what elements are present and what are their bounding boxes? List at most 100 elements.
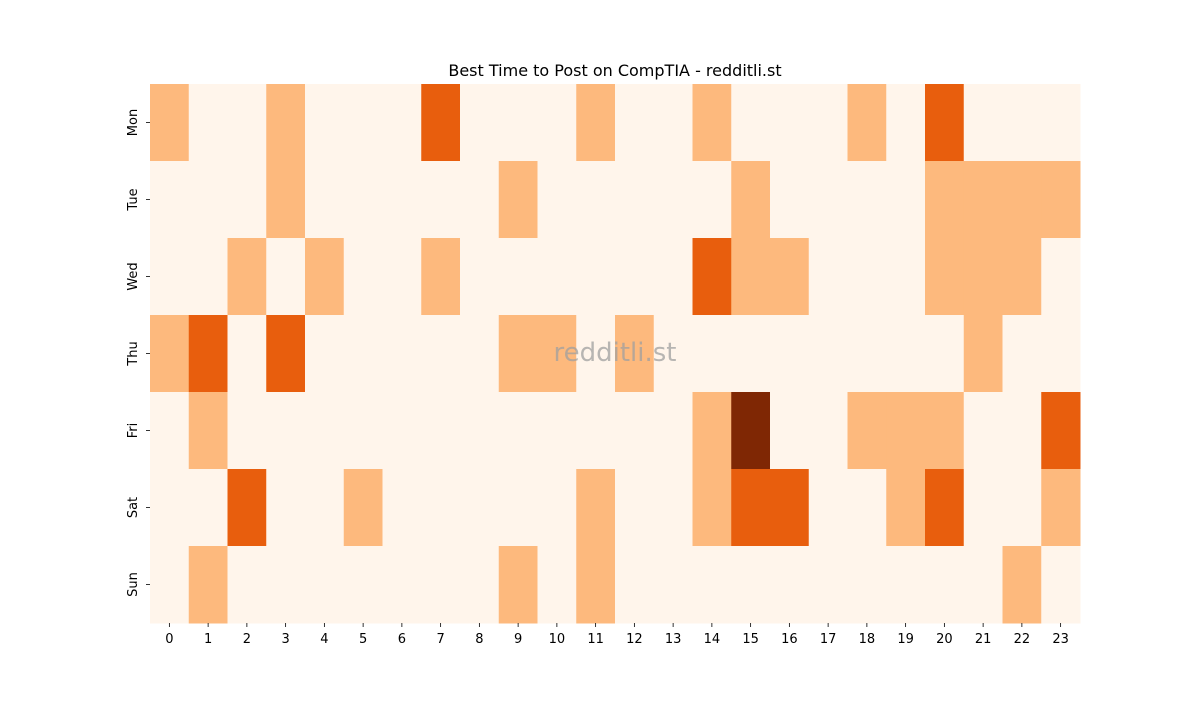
heatmap-cell-wed-16 bbox=[770, 238, 810, 316]
y-tick-label-wed: Wed bbox=[126, 262, 141, 290]
heatmap-cell-wed-23 bbox=[1041, 238, 1081, 316]
x-tick-label-5: 5 bbox=[359, 632, 367, 647]
heatmap-cell-sat-7 bbox=[421, 469, 461, 547]
heatmap-cell-tue-5 bbox=[343, 161, 383, 239]
heatmap-cell-sat-8 bbox=[460, 469, 500, 547]
x-tick-label-7: 7 bbox=[436, 632, 444, 647]
heatmap-cell-thu-16 bbox=[770, 315, 810, 393]
heatmap-cell-tue-14 bbox=[692, 161, 732, 239]
heatmap-cell-sat-2 bbox=[227, 469, 267, 547]
x-tick-label-16: 16 bbox=[781, 632, 798, 647]
x-tick-label-4: 4 bbox=[320, 632, 328, 647]
heatmap-cell-thu-17 bbox=[808, 315, 848, 393]
heatmap-cell-fri-8 bbox=[460, 392, 500, 470]
heatmap-cell-wed-0 bbox=[150, 238, 190, 316]
heatmap-cell-thu-3 bbox=[266, 315, 306, 393]
heatmap-cell-sat-1 bbox=[188, 469, 228, 547]
y-tick-label-sat: Sat bbox=[126, 497, 141, 518]
heatmap-cell-sat-17 bbox=[808, 469, 848, 547]
heatmap-cell-wed-1 bbox=[188, 238, 228, 316]
x-tick-label-18: 18 bbox=[859, 632, 876, 647]
heatmap-cell-thu-9 bbox=[498, 315, 538, 393]
y-tick-label-sun: Sun bbox=[126, 572, 141, 597]
heatmap-cell-thu-13 bbox=[653, 315, 693, 393]
heatmap-cell-thu-6 bbox=[382, 315, 422, 393]
heatmap-cell-sun-8 bbox=[460, 546, 500, 624]
heatmap-cells bbox=[150, 84, 1081, 624]
heatmap-cell-mon-10 bbox=[537, 84, 577, 162]
heatmap-cell-sat-16 bbox=[770, 469, 810, 547]
heatmap-cell-mon-7 bbox=[421, 84, 461, 162]
heatmap-cell-mon-8 bbox=[460, 84, 500, 162]
heatmap-cell-tue-23 bbox=[1041, 161, 1081, 239]
x-tick-label-10: 10 bbox=[549, 632, 566, 647]
heatmap-cell-fri-2 bbox=[227, 392, 267, 470]
heatmap-cell-wed-20 bbox=[925, 238, 965, 316]
heatmap-cell-sun-20 bbox=[925, 546, 965, 624]
x-tick-label-14: 14 bbox=[704, 632, 721, 647]
heatmap-cell-sun-23 bbox=[1041, 546, 1081, 624]
heatmap-cell-sun-6 bbox=[382, 546, 422, 624]
heatmap-cell-thu-15 bbox=[731, 315, 771, 393]
x-tick-label-2: 2 bbox=[243, 632, 251, 647]
heatmap-cell-wed-12 bbox=[615, 238, 655, 316]
x-tick-label-15: 15 bbox=[742, 632, 759, 647]
heatmap-cell-mon-6 bbox=[382, 84, 422, 162]
heatmap-cell-thu-19 bbox=[886, 315, 926, 393]
x-tick-label-22: 22 bbox=[1014, 632, 1031, 647]
heatmap-cell-thu-14 bbox=[692, 315, 732, 393]
heatmap-cell-sat-6 bbox=[382, 469, 422, 547]
x-tick-label-21: 21 bbox=[975, 632, 992, 647]
heatmap-cell-sat-21 bbox=[963, 469, 1003, 547]
heatmap-cell-sun-4 bbox=[305, 546, 345, 624]
heatmap-cell-mon-15 bbox=[731, 84, 771, 162]
heatmap-cell-sun-22 bbox=[1002, 546, 1042, 624]
heatmap-cell-sat-14 bbox=[692, 469, 732, 547]
x-tick-label-9: 9 bbox=[514, 632, 522, 647]
heatmap-cell-mon-13 bbox=[653, 84, 693, 162]
heatmap-cell-sun-1 bbox=[188, 546, 228, 624]
heatmap-cell-fri-5 bbox=[343, 392, 383, 470]
heatmap-cell-tue-1 bbox=[188, 161, 228, 239]
x-tick-label-17: 17 bbox=[820, 632, 837, 647]
heatmap-cell-wed-21 bbox=[963, 238, 1003, 316]
heatmap-cell-sun-15 bbox=[731, 546, 771, 624]
x-tick-label-1: 1 bbox=[204, 632, 212, 647]
heatmap-cell-tue-2 bbox=[227, 161, 267, 239]
heatmap-cell-tue-10 bbox=[537, 161, 577, 239]
x-tick-label-12: 12 bbox=[626, 632, 643, 647]
heatmap-cell-wed-14 bbox=[692, 238, 732, 316]
x-axis: 0 1 2 3 4 5 6 7 8 9 10 11 12 13 14 15 16 17 18 19 20 21 22 23 bbox=[165, 623, 1069, 647]
heatmap-cell-wed-17 bbox=[808, 238, 848, 316]
heatmap-cell-fri-12 bbox=[615, 392, 655, 470]
heatmap-cell-fri-20 bbox=[925, 392, 965, 470]
heatmap-cell-sun-2 bbox=[227, 546, 267, 624]
heatmap-cell-thu-10 bbox=[537, 315, 577, 393]
heatmap-cell-sat-20 bbox=[925, 469, 965, 547]
heatmap-cell-sun-5 bbox=[343, 546, 383, 624]
heatmap-cell-sat-10 bbox=[537, 469, 577, 547]
heatmap-cell-tue-18 bbox=[847, 161, 887, 239]
heatmap-cell-fri-4 bbox=[305, 392, 345, 470]
x-tick-label-23: 23 bbox=[1052, 632, 1069, 647]
heatmap-cell-sat-11 bbox=[576, 469, 616, 547]
x-tick-label-8: 8 bbox=[475, 632, 483, 647]
heatmap-cell-thu-12 bbox=[615, 315, 655, 393]
heatmap-cell-mon-3 bbox=[266, 84, 306, 162]
heatmap-cell-sat-4 bbox=[305, 469, 345, 547]
heatmap-cell-fri-21 bbox=[963, 392, 1003, 470]
heatmap-cell-sat-9 bbox=[498, 469, 538, 547]
heatmap-cell-thu-20 bbox=[925, 315, 965, 393]
heatmap-cell-tue-22 bbox=[1002, 161, 1042, 239]
heatmap-cell-wed-2 bbox=[227, 238, 267, 316]
heatmap-cell-thu-5 bbox=[343, 315, 383, 393]
heatmap-cell-mon-18 bbox=[847, 84, 887, 162]
heatmap-cell-fri-11 bbox=[576, 392, 616, 470]
heatmap-cell-fri-18 bbox=[847, 392, 887, 470]
heatmap-cell-wed-10 bbox=[537, 238, 577, 316]
heatmap-cell-mon-2 bbox=[227, 84, 267, 162]
heatmap-cell-sun-17 bbox=[808, 546, 848, 624]
heatmap-cell-tue-17 bbox=[808, 161, 848, 239]
